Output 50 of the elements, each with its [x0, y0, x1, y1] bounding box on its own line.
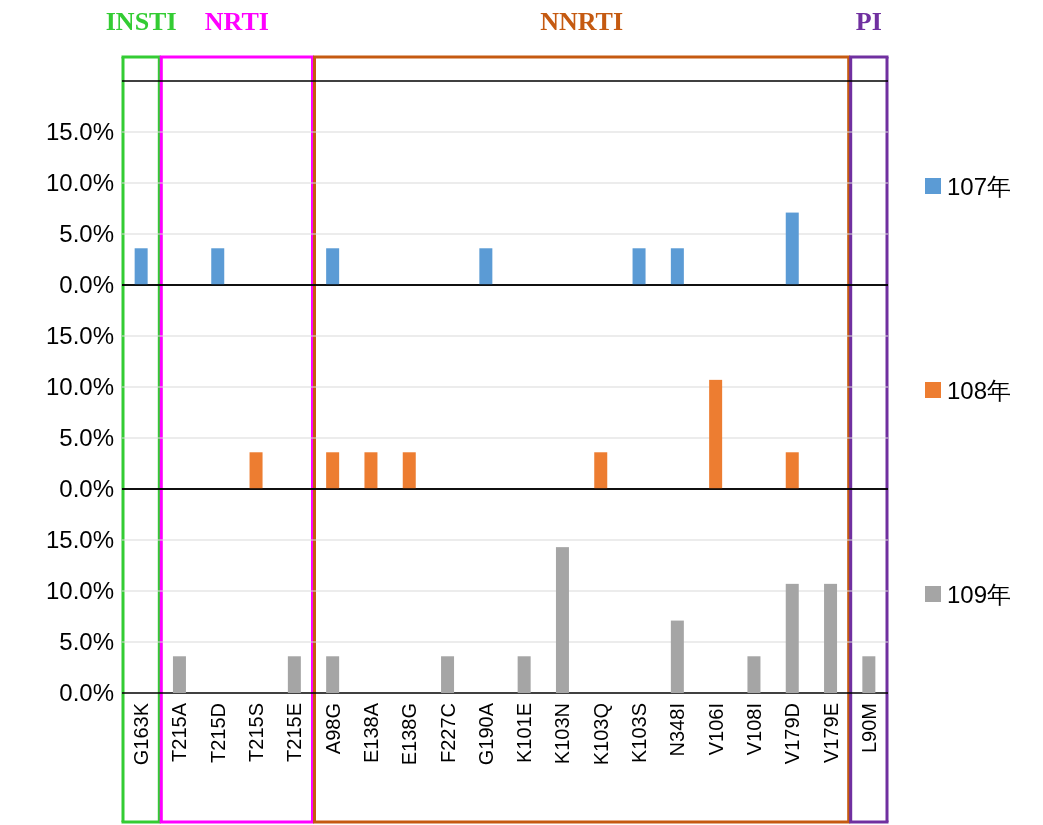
x-tick-label: T215E — [283, 703, 306, 762]
x-tick-label: V108I — [742, 703, 765, 756]
x-tick-label: V179D — [781, 703, 804, 765]
bar — [555, 547, 569, 693]
x-tick-label: G190A — [474, 702, 497, 766]
bar — [785, 583, 799, 693]
x-tick-label: K101E — [513, 703, 536, 764]
y-tick-label: 5.0% — [59, 424, 114, 452]
y-tick-label: 0.0% — [59, 679, 114, 707]
text: PI — [855, 7, 882, 36]
x-tick-label: V106I — [704, 703, 727, 756]
x-tick-label: F227C — [436, 703, 459, 764]
text: NNRTI — [540, 7, 624, 36]
x-tick-label: T215A — [168, 702, 191, 762]
y-tick-label: 5.0% — [59, 220, 114, 248]
y-tick-label: 15.0% — [45, 526, 114, 554]
x-tick-label: V179E — [819, 703, 842, 764]
bar — [862, 656, 876, 693]
x-tick-label: K103N — [551, 703, 574, 765]
y-tick-label: 0.0% — [59, 271, 114, 299]
bar — [747, 656, 761, 693]
x-tick-label: N348I — [666, 703, 689, 757]
bar — [517, 656, 531, 693]
x-tick-label: G163K — [130, 702, 153, 766]
x-tick-label: E138G — [398, 703, 421, 766]
legend-label: 108年 — [947, 377, 1012, 405]
y-tick-label: 5.0% — [59, 628, 114, 656]
bar — [441, 656, 455, 693]
x-tick-label: L90M — [857, 703, 880, 754]
x-tick-label: E138A — [359, 702, 382, 764]
legend-label: 107年 — [947, 173, 1012, 201]
x-tick-label: A98G — [321, 703, 344, 755]
x-tick-label: T215S — [245, 703, 268, 762]
bar — [172, 656, 186, 693]
y-tick-label: 10.0% — [45, 577, 114, 605]
bar — [670, 620, 684, 693]
y-tick-label: 15.0% — [45, 118, 114, 146]
bar — [326, 656, 340, 693]
y-tick-label: 10.0% — [45, 169, 114, 197]
bar — [287, 656, 301, 693]
y-tick-label: 15.0% — [45, 322, 114, 350]
x-tick-label: K103Q — [589, 703, 612, 766]
x-tick-label: T215D — [206, 703, 229, 764]
text: INSTI — [105, 7, 177, 36]
legend-label: 109年 — [947, 581, 1012, 609]
y-tick-label: 10.0% — [45, 373, 114, 401]
y-tick-label: 0.0% — [59, 475, 114, 503]
text: NRTI — [204, 7, 269, 36]
x-tick-label: K103S — [628, 703, 651, 764]
bar — [824, 583, 838, 693]
